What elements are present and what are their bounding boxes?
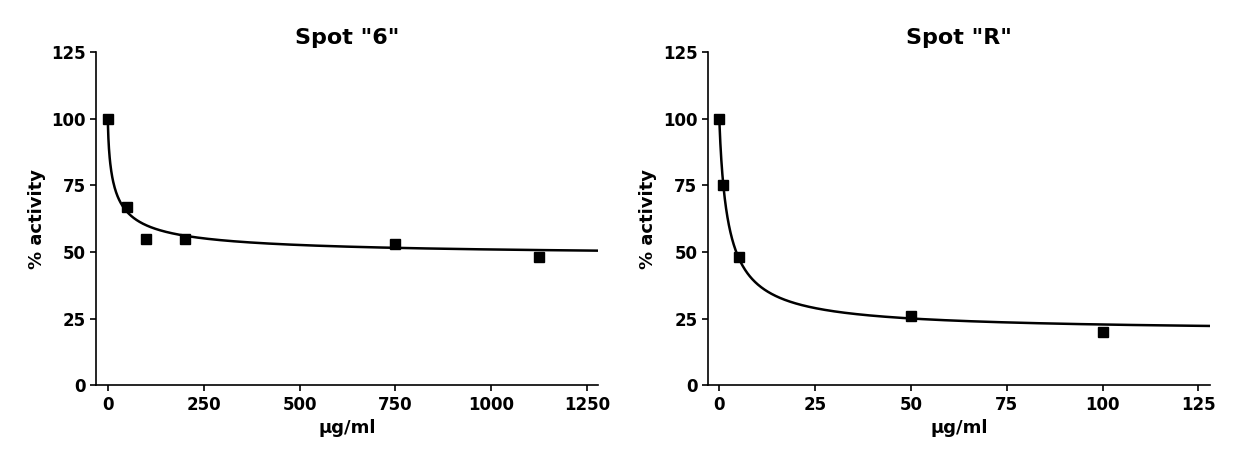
X-axis label: μg/ml: μg/ml (930, 419, 987, 437)
Title: Spot "6": Spot "6" (295, 28, 400, 48)
Title: Spot "R": Spot "R" (906, 28, 1012, 48)
X-axis label: μg/ml: μg/ml (319, 419, 376, 437)
Y-axis label: % activity: % activity (639, 169, 657, 269)
Y-axis label: % activity: % activity (27, 169, 46, 269)
